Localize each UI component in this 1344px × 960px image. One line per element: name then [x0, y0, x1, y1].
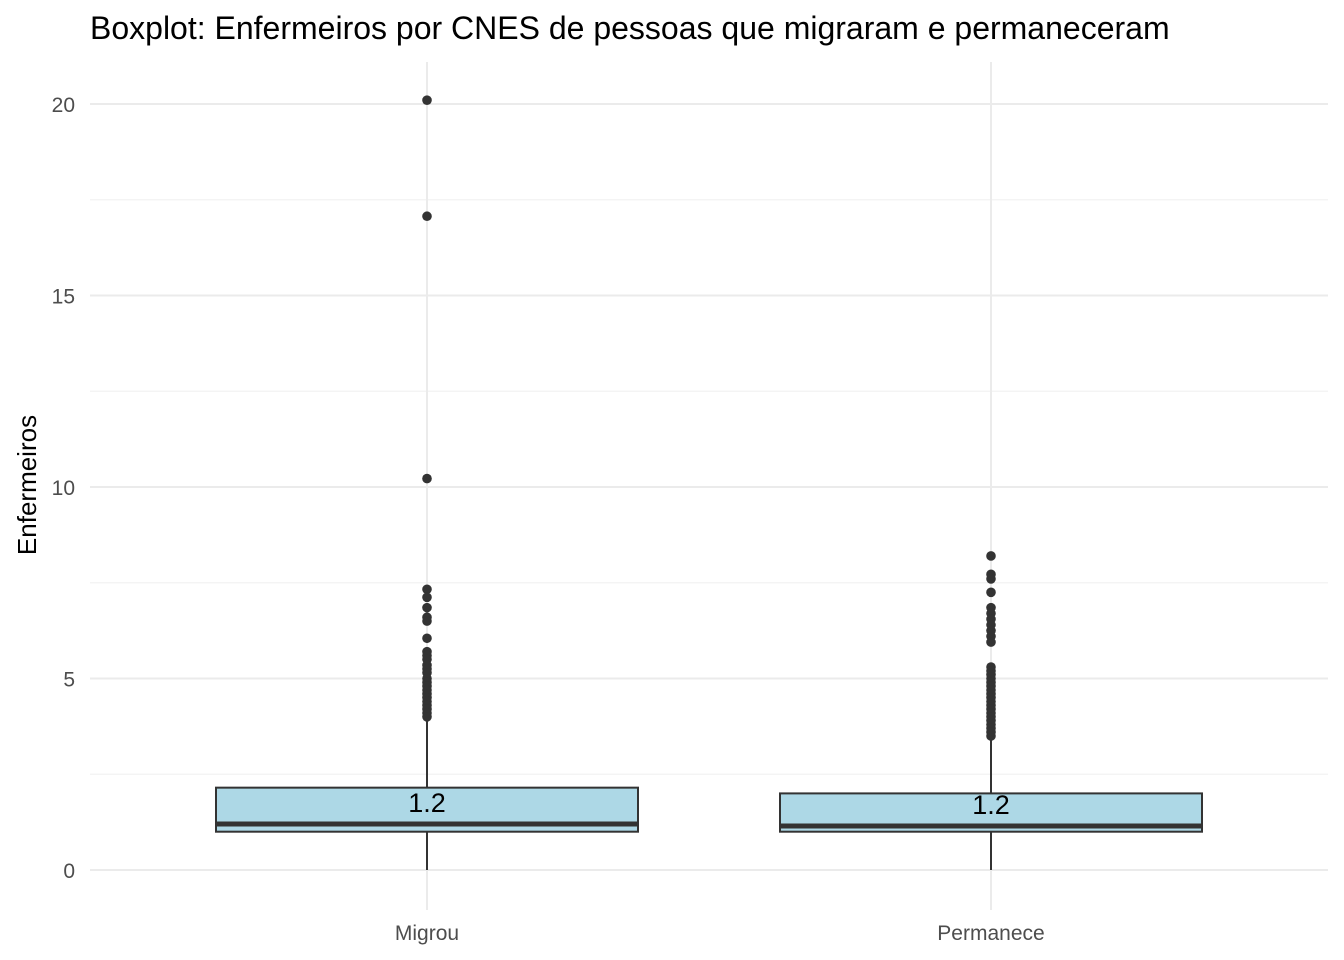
outlier-point: [422, 473, 432, 484]
outlier-point: [986, 731, 996, 741]
y-tick-label: 20: [52, 94, 75, 117]
outlier-point: [986, 574, 996, 584]
y-tick-label: 0: [63, 860, 75, 883]
outlier-point: [986, 551, 996, 561]
outlier-point: [422, 602, 432, 613]
y-tick-label: 10: [52, 477, 75, 500]
median-label: 1.2: [408, 788, 446, 818]
outlier-point: [422, 712, 432, 722]
x-tick-label: Migrou: [395, 922, 459, 945]
outlier-point: [422, 211, 432, 222]
x-tick-label: Permanece: [937, 922, 1044, 945]
y-axis-label: Enfermeiros: [12, 415, 42, 555]
boxes: 1.2 1.2: [215, 95, 1203, 870]
grid-major: [90, 62, 1328, 910]
outlier-point: [986, 587, 996, 598]
outlier-point: [422, 592, 432, 603]
y-tick-label: 15: [52, 286, 75, 309]
outlier-point: [422, 95, 432, 105]
outlier-point: [422, 584, 432, 595]
outlier-point: [986, 637, 996, 647]
outlier-point: [422, 616, 432, 626]
box-permanece: 1.2: [779, 551, 1203, 870]
outlier-point: [422, 633, 432, 644]
box-migrou: 1.2: [215, 95, 639, 870]
x-axis-ticks: Migrou Permanece: [395, 922, 1045, 945]
grid-minor: [90, 199, 1328, 775]
chart-title: Boxplot: Enfermeiros por CNES de pessoas…: [90, 10, 1170, 46]
y-axis-ticks: 0 5 10 15 20: [52, 94, 75, 883]
y-tick-label: 5: [63, 669, 75, 692]
median-label: 1.2: [972, 790, 1010, 820]
